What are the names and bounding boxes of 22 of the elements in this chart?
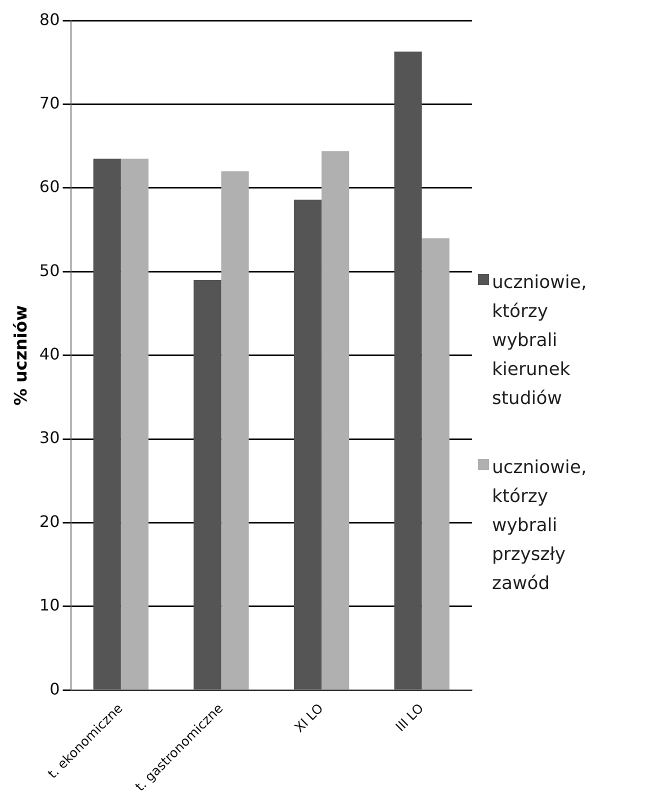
y-tick-label: 70 [39, 93, 60, 112]
y-tick-label: 30 [39, 428, 60, 448]
y-tick-label: 40 [39, 344, 60, 364]
y-tick-label: 60 [39, 177, 60, 196]
y-tick-label: 20 [39, 512, 60, 531]
legend-label: uczniowie, którzy wybrali przyszły zawód [492, 456, 588, 596]
y-axis-title: % uczniów [12, 304, 32, 406]
x-tick-label: III LO [393, 701, 428, 735]
bar [120, 158, 148, 690]
y-tick-label: 80 [39, 10, 60, 29]
bar [221, 171, 249, 690]
y-tick-label: 50 [39, 260, 60, 280]
bar [194, 280, 222, 690]
bar [93, 158, 121, 690]
bar [294, 200, 322, 690]
y-tick-label: 0 [50, 679, 60, 698]
bar [422, 238, 450, 690]
bar [322, 151, 350, 690]
bar [394, 52, 422, 690]
legend-label: uczniowie, którzy wybrali kierunek studiów [492, 271, 588, 411]
y-tick-label: 10 [39, 596, 60, 615]
x-tick-label: XI LO [292, 701, 327, 736]
